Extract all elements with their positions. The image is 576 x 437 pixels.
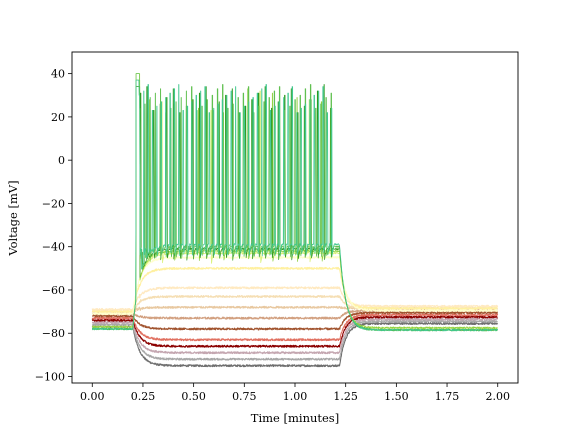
y-tick-label: 0 <box>58 154 65 167</box>
voltage-trace <box>91 311 499 331</box>
y-tick-label: 40 <box>51 68 65 81</box>
y-tick-label: −60 <box>42 284 65 297</box>
x-axis: 0.00 0.25 0.50 0.75 1.00 1.25 1.50 1.75 2.00 <box>80 383 510 403</box>
voltage-trace <box>91 286 499 311</box>
x-tick-label: 2.00 <box>485 390 510 403</box>
voltage-trace <box>92 79 498 330</box>
x-tick-label: 1.00 <box>283 390 308 403</box>
voltage-trace <box>91 319 498 361</box>
traces-group <box>91 73 499 368</box>
y-tick-label: −100 <box>35 371 65 384</box>
x-tick-label: 0.25 <box>131 390 156 403</box>
voltage-trace <box>91 255 499 316</box>
x-tick-label: 1.75 <box>435 390 460 403</box>
x-tick-label: 1.25 <box>333 390 358 403</box>
voltage-trace <box>91 317 499 355</box>
x-tick-label: 0.50 <box>181 390 206 403</box>
voltage-trace <box>91 313 499 342</box>
x-axis-label: Time [minutes] <box>251 411 339 425</box>
voltage-trace <box>91 79 498 332</box>
y-axis-label: Voltage [mV] <box>6 180 20 256</box>
x-tick-label: 0.00 <box>80 390 105 403</box>
y-tick-label: −80 <box>42 327 65 340</box>
x-tick-label: 1.50 <box>384 390 409 403</box>
x-tick-label: 0.75 <box>232 390 257 403</box>
voltage-trace <box>91 321 499 368</box>
voltage-trace <box>91 266 498 314</box>
voltage-trace <box>91 315 498 348</box>
y-tick-label: −20 <box>42 197 65 210</box>
y-tick-label: −40 <box>42 241 65 254</box>
y-tick-label: 20 <box>51 111 65 124</box>
y-axis: −100 −80 −60 −40 −20 0 20 40 <box>35 68 72 384</box>
